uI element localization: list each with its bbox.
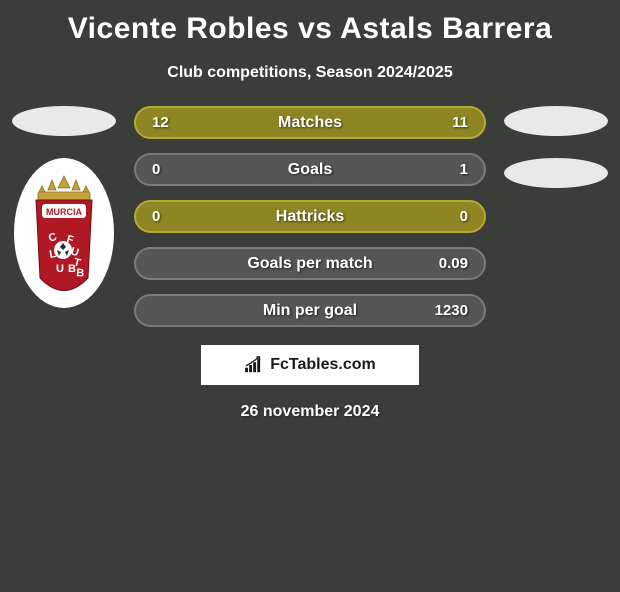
stat-value-right: 1230: [428, 302, 468, 319]
right-player-column: [500, 106, 612, 188]
stat-row: 0 Hattricks 0: [134, 200, 486, 233]
stat-row: 0 Goals 1: [134, 153, 486, 186]
player-photo-right: [504, 106, 608, 136]
stat-value-right: 11: [428, 114, 468, 131]
subtitle: Club competitions, Season 2024/2025: [8, 64, 612, 82]
player-photo-left: [12, 106, 116, 136]
svg-text:MURCIA: MURCIA: [46, 207, 82, 217]
svg-text:U: U: [56, 263, 64, 275]
stat-label: Goals per match: [247, 255, 372, 273]
stat-label: Matches: [278, 114, 342, 132]
stat-value-right: 0: [428, 208, 468, 225]
stat-value-left: 0: [152, 208, 192, 225]
stats-list: 12 Matches 11 0 Goals 1 0 Hattricks 0 Goals per m…: [134, 106, 486, 327]
stat-value-right: 0.09: [428, 255, 468, 272]
stat-row: 12 Matches 11: [134, 106, 486, 139]
stat-label: Hattricks: [276, 208, 344, 226]
bar-chart-icon: [244, 356, 266, 374]
stat-row: Min per goal 1230: [134, 294, 486, 327]
stat-row: Goals per match 0.09: [134, 247, 486, 280]
stat-value-right: 1: [428, 161, 468, 178]
brand-text: FcTables.com: [270, 356, 376, 374]
club-badge-left: MURCIA C L U B F U T B: [14, 158, 114, 308]
brand-badge: FcTables.com: [201, 345, 419, 385]
stat-label: Min per goal: [263, 302, 357, 320]
stat-value-left: 0: [152, 161, 192, 178]
shield-icon: MURCIA C L U B F U T B: [14, 158, 114, 308]
comparison-panel: MURCIA C L U B F U T B 12 Matches 11 0 Goals…: [8, 106, 612, 327]
club-badge-right-placeholder: [504, 158, 608, 188]
stat-value-left: 12: [152, 114, 192, 131]
left-player-column: MURCIA C L U B F U T B: [8, 106, 120, 308]
svg-text:B: B: [76, 267, 85, 280]
date-label: 26 november 2024: [8, 403, 612, 421]
page-title: Vicente Robles vs Astals Barrera: [8, 12, 612, 46]
stat-label: Goals: [288, 161, 332, 179]
